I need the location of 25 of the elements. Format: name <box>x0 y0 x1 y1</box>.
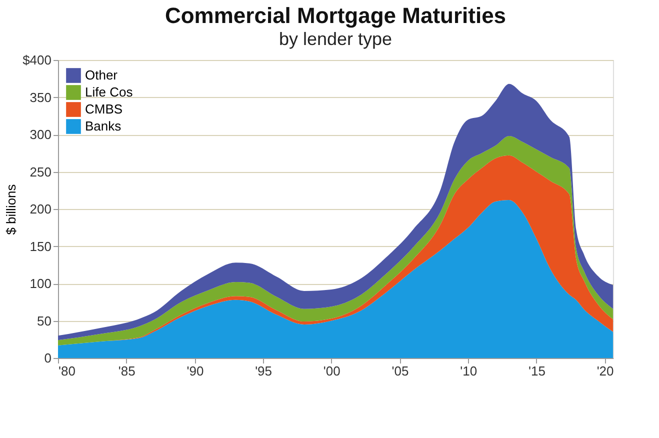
y-tick-label: 150 <box>30 238 52 254</box>
x-tick-label: '80 <box>58 364 76 378</box>
legend-label: CMBS <box>85 102 123 116</box>
x-tick-label: '85 <box>118 364 136 378</box>
y-tick-label: 350 <box>30 90 52 105</box>
legend-label: Banks <box>85 118 122 134</box>
legend-label: Life Cos <box>85 84 134 100</box>
x-tick-label: '15 <box>528 364 546 378</box>
y-tick-label: 300 <box>30 127 52 142</box>
y-tick-label: 0 <box>44 350 52 366</box>
chart-title: Commercial Mortgage Maturities <box>164 3 506 28</box>
x-tick-label: '90 <box>186 364 204 378</box>
y-tick-label: 250 <box>30 164 52 180</box>
x-tick-label: '20 <box>596 364 614 378</box>
x-tick-label: '10 <box>460 364 478 378</box>
y-axis-title: $ billions <box>4 184 19 235</box>
x-tick-label: '00 <box>323 364 340 378</box>
y-tick-label: 50 <box>37 313 52 328</box>
y-tick-label: $400 <box>22 52 52 68</box>
x-tick-label: '95 <box>255 364 272 378</box>
x-tick-label: '05 <box>392 364 409 378</box>
y-tick-label: 200 <box>30 202 52 216</box>
y-tick-label: 100 <box>30 276 52 291</box>
legend-label: Other <box>85 68 118 82</box>
chart-subtitle: by lender type <box>278 29 392 49</box>
